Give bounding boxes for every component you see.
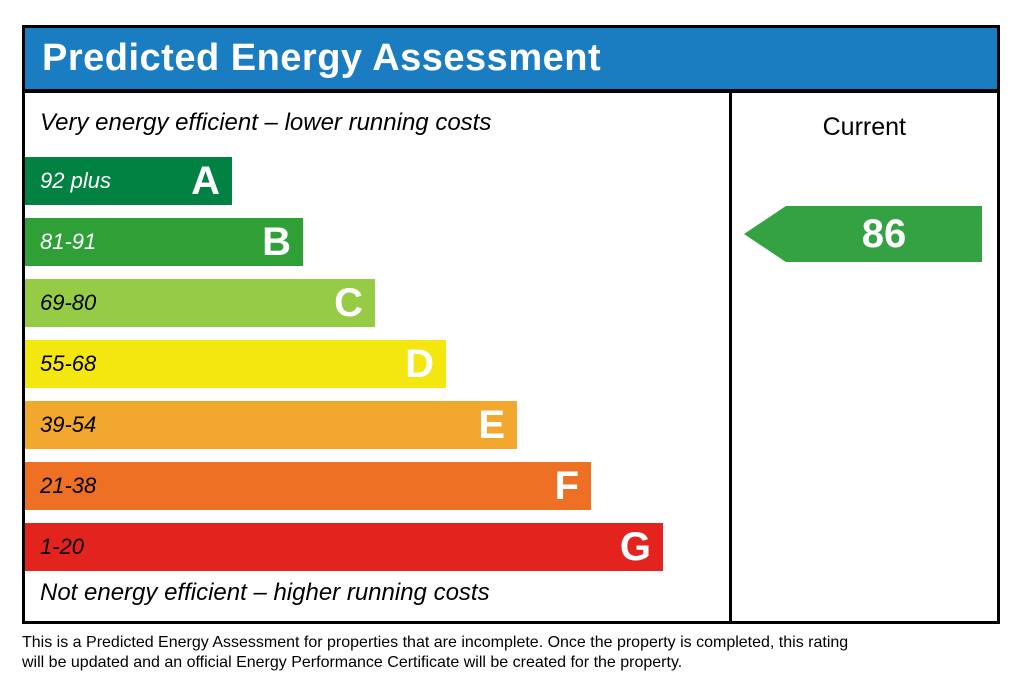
band-range-label: 55-68 [40, 351, 97, 376]
title-bar: Predicted Energy Assessment [22, 25, 1000, 92]
epc-band-f: 21-38 F [25, 462, 591, 510]
bottom-caption: Not energy efficient – higher running co… [40, 579, 490, 606]
epc-band-e: 39-54 E [25, 401, 517, 449]
epc-band-g: 1-20 G [25, 523, 663, 571]
rating-bands: 92 plus A 81-91 B 69-80 C 55-68 D 39-54 [25, 157, 729, 571]
band-letter: A [191, 159, 220, 203]
epc-band-b: 81-91 B [25, 218, 303, 266]
band-letter: G [619, 525, 651, 569]
band-range-label: 39-54 [40, 412, 97, 437]
epc-band-a: 92 plus A [25, 157, 232, 205]
footer-note: This is a Predicted Energy Assessment fo… [22, 634, 849, 671]
band-letter: E [478, 403, 505, 447]
current-rating-value: 86 [861, 212, 907, 256]
rating-scale-panel: Very energy efficient – lower running co… [25, 93, 729, 621]
band-range-label: 81-91 [40, 229, 97, 254]
band-range-label: 92 plus [40, 168, 111, 193]
band-letter: C [334, 281, 363, 325]
page-title: Predicted Energy Assessment [42, 37, 602, 79]
energy-rating-chart: Very energy efficient – lower running co… [22, 91, 1000, 624]
current-rating-panel: Current 86 [728, 93, 997, 621]
epc-document: Predicted Energy Assessment Very energy … [22, 25, 1000, 624]
band-range-label: 1-20 [40, 534, 85, 559]
band-letter: D [405, 342, 434, 386]
band-range-label: 69-80 [40, 290, 97, 315]
band-range-label: 21-38 [40, 473, 97, 498]
band-letter: F [554, 464, 579, 508]
epc-band-c: 69-80 C [25, 279, 375, 327]
top-caption: Very energy efficient – lower running co… [40, 109, 492, 136]
epc-band-d: 55-68 D [25, 340, 446, 388]
band-letter: B [262, 220, 291, 264]
current-rating-arrow: 86 [744, 206, 982, 262]
current-column-header: Current [822, 113, 906, 141]
